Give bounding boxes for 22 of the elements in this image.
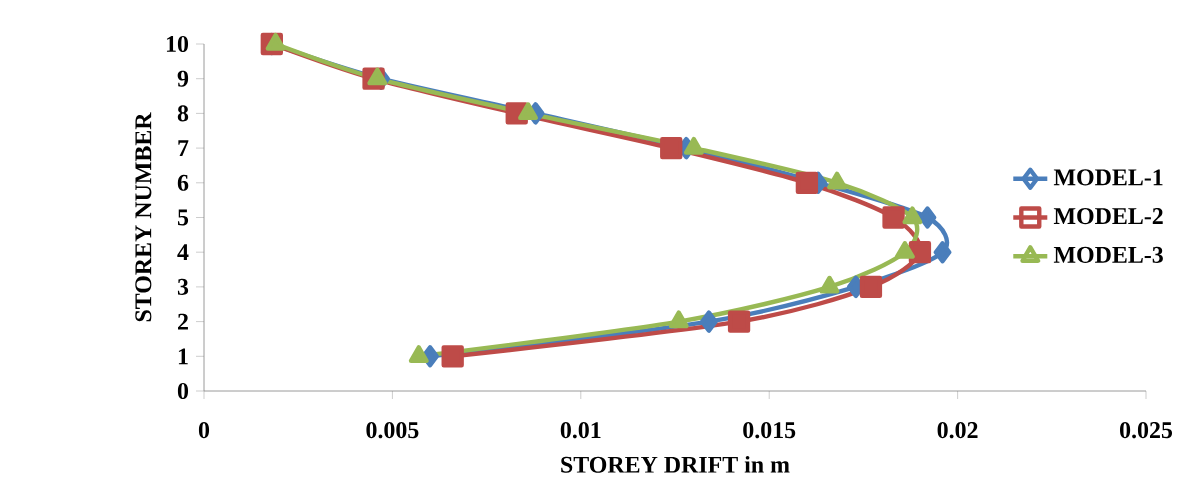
y-tick-label: 9 xyxy=(177,70,189,87)
y-tick-label: 0 xyxy=(177,382,189,400)
y-tick-label: 3 xyxy=(177,278,189,295)
y-tick-label: 8 xyxy=(177,105,189,122)
x-tick-label: 0.02 xyxy=(937,422,978,439)
y-tick-label: 5 xyxy=(177,209,189,226)
x-tick-label: 0.005 xyxy=(366,422,419,439)
legend-label: MODEL-2 xyxy=(1053,208,1163,225)
y-tick-label: 6 xyxy=(177,174,189,191)
y-tick-label: 2 xyxy=(178,313,188,330)
x-tick-label: 0.025 xyxy=(1120,422,1173,439)
x-tick-label: 0.015 xyxy=(743,422,796,439)
x-tick-label: 0.01 xyxy=(560,422,601,439)
y-tick-label: 1 xyxy=(178,348,188,365)
x-axis-title: STOREY DRIFT in m xyxy=(561,455,790,473)
y-tick-label: 4 xyxy=(177,244,189,261)
x-tick-label: 0 xyxy=(198,422,210,439)
legend-label: MODEL-1 xyxy=(1053,169,1163,186)
legend-label: MODEL-3 xyxy=(1053,246,1163,263)
y-tick-label: 7 xyxy=(178,140,189,156)
y-axis-title: STOREY NUMBER xyxy=(135,112,152,322)
y-tick-label: 10 xyxy=(166,35,189,53)
